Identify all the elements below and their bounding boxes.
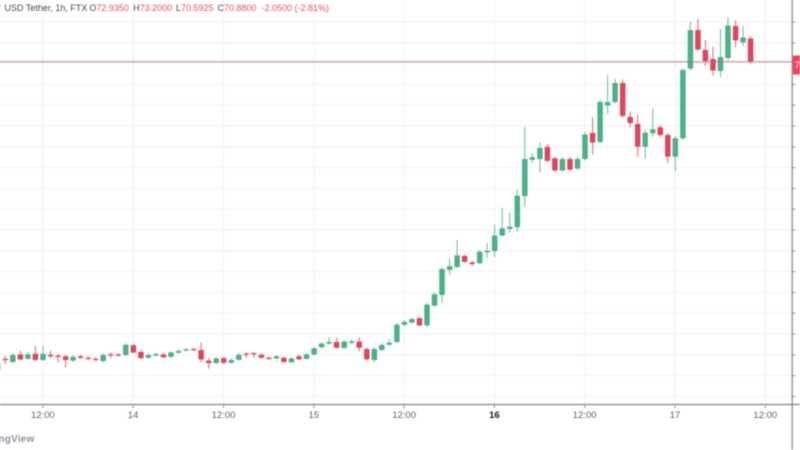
svg-text:70.8: 70.8 [795, 60, 800, 70]
